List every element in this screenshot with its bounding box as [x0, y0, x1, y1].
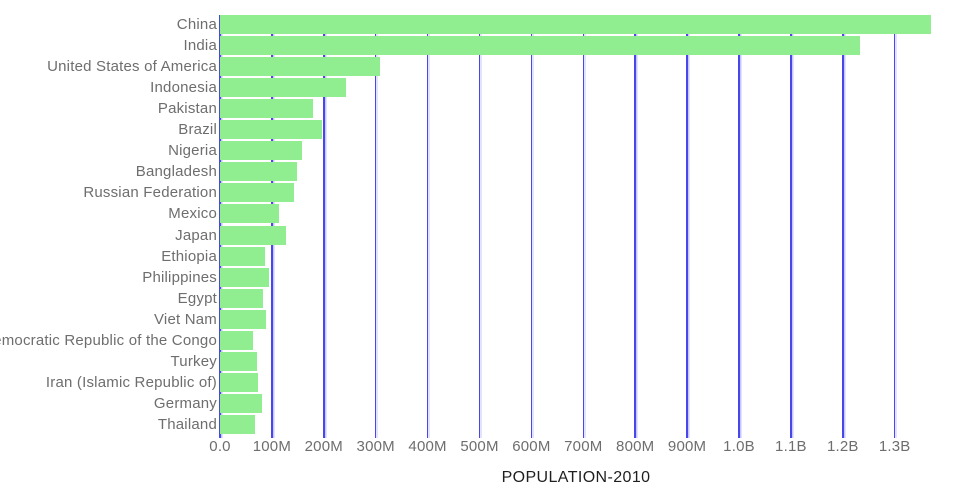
category-label-thailand: Thailand: [157, 415, 217, 433]
category-label-ethiopia: Ethiopia: [161, 247, 217, 265]
bar-pakistan[interactable]: [220, 99, 313, 119]
category-label-india: India: [183, 37, 217, 55]
x-axis-title: POPULATION-2010: [501, 469, 651, 486]
x-tick-600m: 600M: [512, 438, 551, 455]
category-label-bangladesh: Bangladesh: [135, 163, 217, 181]
category-label-mexico: Mexico: [168, 205, 217, 223]
bar-mexico[interactable]: [220, 204, 280, 224]
bar-turkey[interactable]: [220, 351, 258, 371]
bar-bangladesh[interactable]: [220, 162, 297, 182]
x-tick-300m: 300M: [356, 438, 395, 455]
category-label-viet-nam: Viet Nam: [153, 310, 217, 328]
x-tick-200m: 200M: [304, 438, 343, 455]
bar-india[interactable]: [220, 36, 861, 56]
category-label-iran-islamic-republic-of: Iran (Islamic Republic of): [45, 373, 217, 391]
x-tick-400m: 400M: [408, 438, 447, 455]
x-tick-800m: 800M: [616, 438, 655, 455]
category-label-pakistan: Pakistan: [157, 100, 217, 118]
x-tick-1-1b: 1.1B: [775, 438, 807, 455]
bar-nigeria[interactable]: [220, 141, 302, 161]
bar-china[interactable]: [220, 15, 931, 34]
category-label-germany: Germany: [153, 394, 217, 412]
bar-iran-islamic-republic-of[interactable]: [220, 372, 259, 392]
bar-democratic-republic-of-the-congo[interactable]: [220, 330, 254, 350]
gridline-1-2b: [842, 15, 844, 438]
gridline-500m: [478, 15, 481, 438]
x-tick-1-2b: 1.2B: [826, 438, 859, 455]
gridline-800m: [634, 15, 636, 438]
gridline-1-3b: [893, 15, 896, 438]
x-tick-500m: 500M: [460, 438, 499, 455]
category-label-philippines: Philippines: [142, 268, 217, 286]
gridline-700m: [582, 15, 585, 438]
gridline-300m: [374, 15, 377, 438]
gridline-1-1b: [790, 15, 792, 438]
x-tick-0-0: 0.0: [209, 438, 231, 455]
x-tick-700m: 700M: [564, 438, 603, 455]
bar-brazil[interactable]: [220, 120, 322, 140]
category-label-indonesia: Indonesia: [150, 79, 217, 97]
x-tick-1-3b: 1.3B: [878, 438, 911, 455]
x-tick-900m: 900M: [667, 438, 707, 455]
category-label-russian-federation: Russian Federation: [83, 184, 217, 202]
gridline-600m: [530, 15, 533, 438]
category-label-democratic-republic-of-the-congo: Democratic Republic of the Congo: [0, 331, 217, 349]
bar-egypt[interactable]: [220, 288, 263, 308]
bar-japan[interactable]: [220, 225, 287, 245]
category-label-japan: Japan: [175, 226, 217, 244]
x-tick-100m: 100M: [252, 438, 292, 455]
bar-ethiopia[interactable]: [220, 246, 266, 266]
gridline-200m: [323, 15, 325, 438]
bar-indonesia[interactable]: [220, 78, 346, 98]
gridline-400m: [426, 15, 429, 438]
category-label-china: China: [176, 16, 217, 33]
bar-thailand[interactable]: [220, 414, 255, 434]
category-label-egypt: Egypt: [177, 289, 217, 307]
category-label-united-states-of-america: United States of America: [47, 58, 217, 76]
category-label-turkey: Turkey: [170, 352, 217, 370]
bar-philippines[interactable]: [220, 267, 269, 287]
bar-viet-nam[interactable]: [220, 309, 266, 329]
bar-united-states-of-america[interactable]: [220, 57, 381, 77]
x-tick-1-0b: 1.0B: [723, 438, 755, 455]
gridline-900m: [686, 15, 688, 438]
bar-germany[interactable]: [220, 393, 263, 413]
bar-russian-federation[interactable]: [220, 183, 295, 203]
category-label-brazil: Brazil: [178, 121, 217, 139]
gridline-1-0b: [738, 15, 740, 438]
category-label-nigeria: Nigeria: [168, 142, 217, 160]
